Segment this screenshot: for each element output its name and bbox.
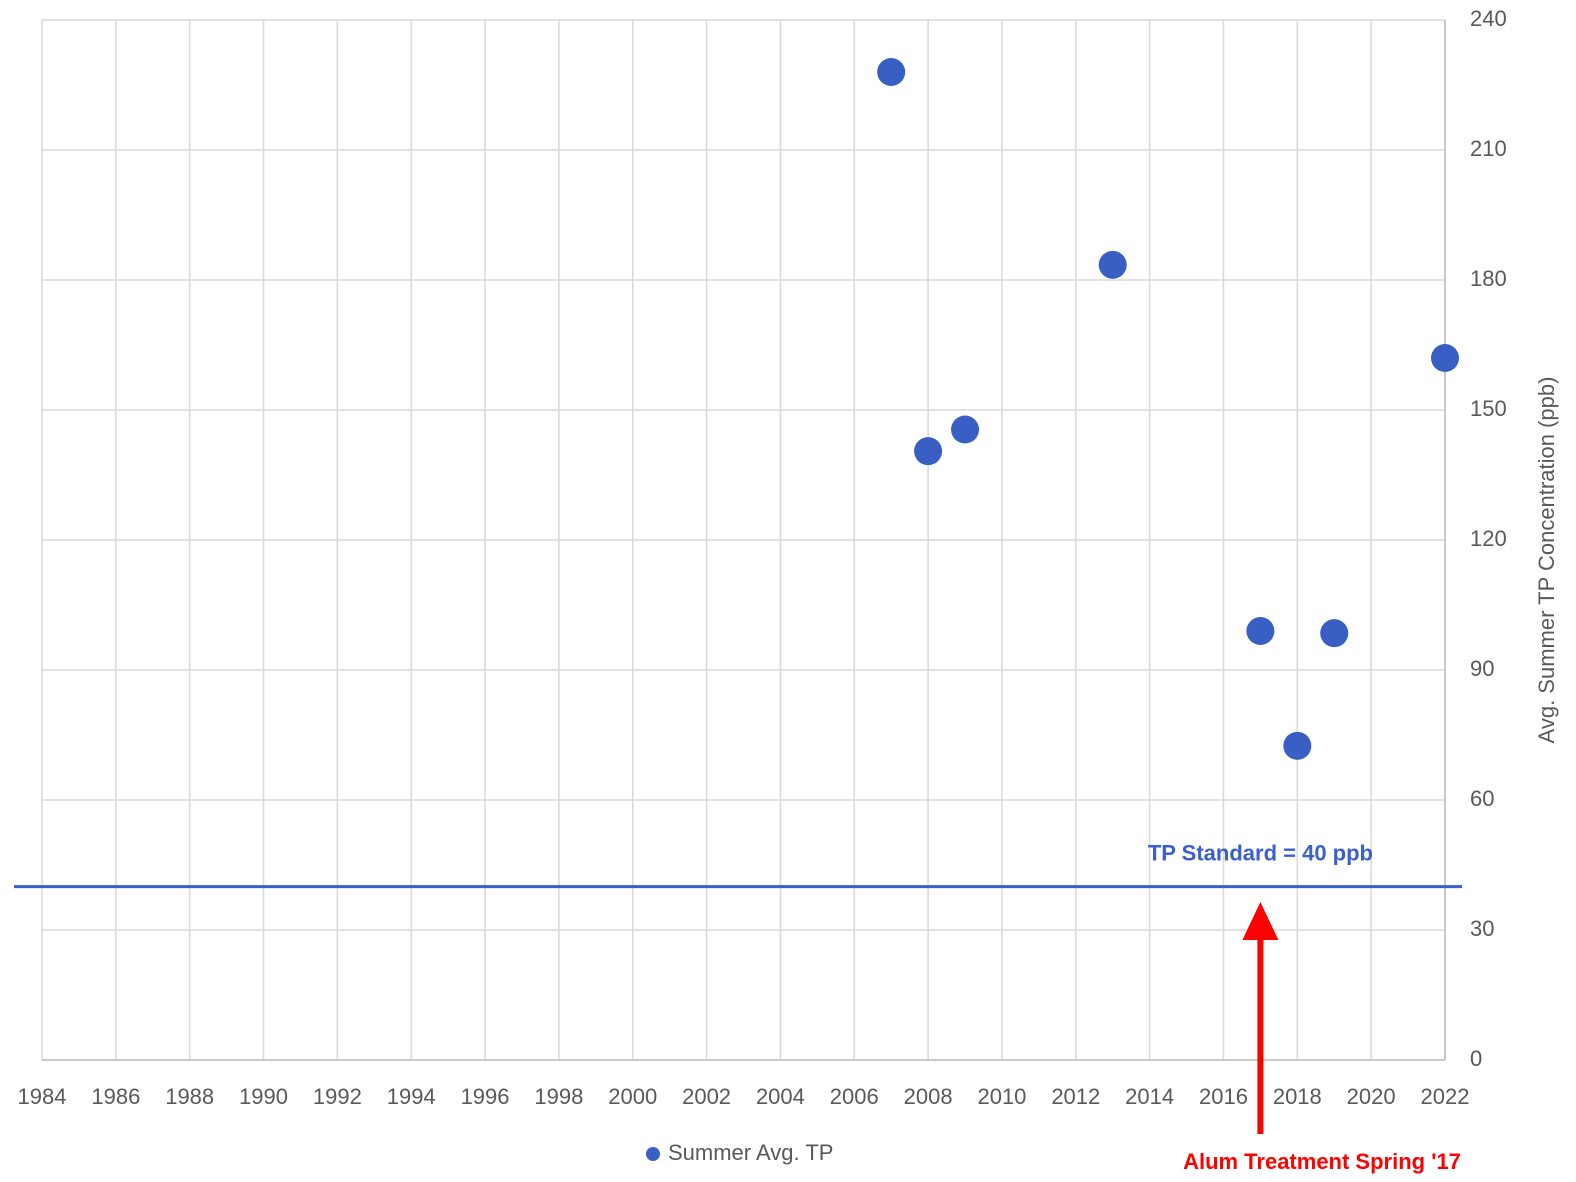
x-tick-label: 2014 (1125, 1084, 1174, 1109)
x-tick-label: 1986 (91, 1084, 140, 1109)
legend-marker (646, 1147, 660, 1161)
x-tick-label: 2002 (682, 1084, 731, 1109)
y-tick-label: 60 (1470, 786, 1494, 811)
annotation-label: Alum Treatment Spring '17 (1183, 1149, 1461, 1174)
y-tick-label: 120 (1470, 526, 1507, 551)
x-tick-label: 1990 (239, 1084, 288, 1109)
x-tick-label: 1992 (313, 1084, 362, 1109)
x-tick-label: 2012 (1051, 1084, 1100, 1109)
y-tick-label: 180 (1470, 266, 1507, 291)
x-tick-label: 2022 (1421, 1084, 1470, 1109)
data-point (951, 415, 980, 444)
x-tick-label: 1988 (165, 1084, 214, 1109)
x-tick-label: 2016 (1199, 1084, 1248, 1109)
data-point (877, 58, 906, 86)
y-tick-label: 150 (1470, 396, 1507, 421)
annotation-arrowhead (1242, 902, 1279, 940)
x-tick-label: 2010 (977, 1084, 1026, 1109)
data-point (1431, 344, 1459, 372)
y-tick-label: 90 (1470, 656, 1494, 681)
x-tick-label: 1996 (461, 1084, 510, 1109)
x-tick-label: 2006 (830, 1084, 879, 1109)
reference-label: TP Standard = 40 ppb (1148, 840, 1373, 865)
y-tick-label: 30 (1470, 916, 1494, 941)
y-tick-label: 0 (1470, 1046, 1482, 1071)
x-tick-label: 2020 (1347, 1084, 1396, 1109)
data-point (1320, 619, 1349, 648)
x-tick-label: 1998 (534, 1084, 583, 1109)
data-point (1246, 617, 1275, 645)
data-point (914, 437, 943, 466)
y-tick-label: 210 (1470, 136, 1507, 161)
x-tick-label: 2008 (904, 1084, 953, 1109)
x-tick-label: 1994 (387, 1084, 436, 1109)
data-point (1098, 250, 1127, 279)
y-axis-title: Avg. Summer TP Concentration (ppb) (1534, 377, 1559, 744)
legend-label: Summer Avg. TP (668, 1140, 833, 1165)
x-tick-label: 2004 (756, 1084, 805, 1109)
x-tick-label: 2000 (608, 1084, 657, 1109)
data-point (1283, 731, 1312, 760)
y-tick-label: 240 (1470, 6, 1507, 31)
x-tick-label: 2018 (1273, 1084, 1322, 1109)
x-tick-label: 1984 (18, 1084, 67, 1109)
